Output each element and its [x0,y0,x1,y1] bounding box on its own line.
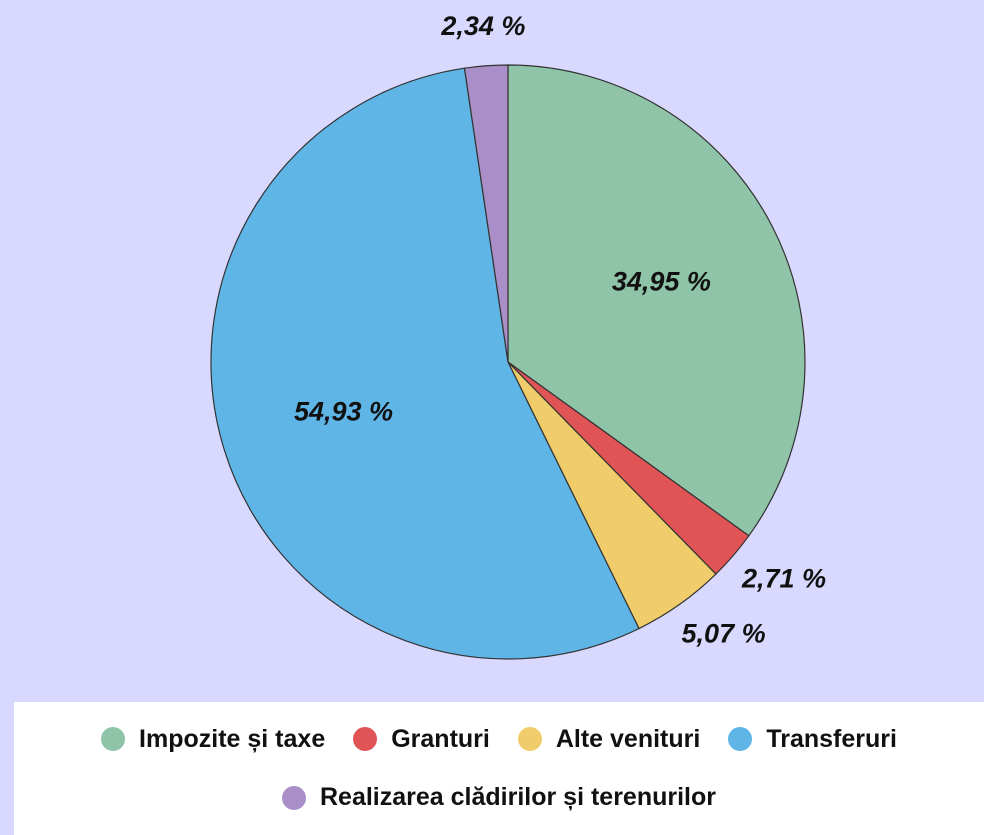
pie-slice [210,67,640,660]
legend-swatch [517,727,542,752]
legend-item: Realizarea clădirilor și terenurilor [28,783,970,812]
legend-swatch [282,785,306,810]
legend-swatch [101,727,126,752]
legend-item: Granturi [353,725,490,754]
data-label: 34,95 % [612,267,711,297]
legend-swatch [353,727,378,752]
legend-item: Transferuri [728,725,897,754]
legend-label: Impozite și taxe [139,724,326,753]
data-label: 2,34 % [440,11,525,41]
pie-slice [507,64,806,537]
data-label: 54,93 % [294,396,393,426]
chart: 34,95 % 2,71 % 5,07 % 54,93 % 2,34 % [210,11,826,660]
data-label: 5,07 % [682,619,766,649]
legend-swatch [728,727,753,752]
data-label: 2,71 % [741,564,826,594]
legend-item: Alte venituri [517,724,701,754]
legend-item: Impozite și taxe [101,725,325,754]
legend: Impozite și taxe Granturi Alte venituri Tra… [14,702,984,835]
legend-label: Transferuri [766,724,897,753]
legend-label: Granturi [391,724,490,753]
legend-label: Alte venituri [555,724,701,753]
pie-slice [463,64,509,363]
legend-label: Realizarea clădirilor și terenurilor [320,783,716,812]
